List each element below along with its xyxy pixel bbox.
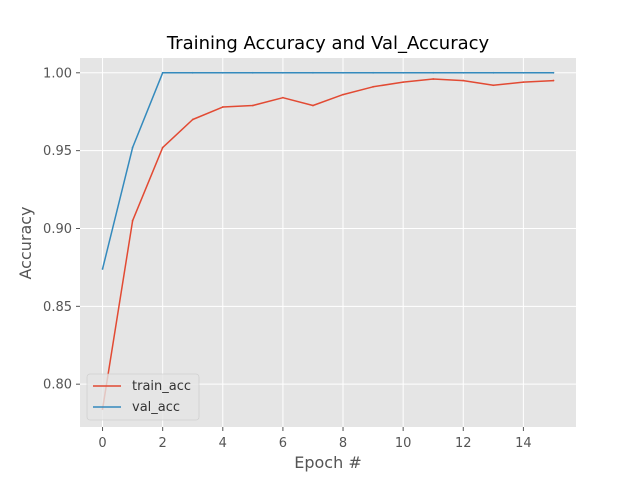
data-point-val-acc bbox=[161, 71, 164, 74]
data-point-train-acc bbox=[221, 106, 224, 108]
data-point-train-acc bbox=[522, 81, 525, 84]
y-tick-label: 0.95 bbox=[43, 144, 72, 159]
data-point-train-acc bbox=[191, 118, 194, 121]
data-point-val-acc bbox=[492, 71, 495, 74]
data-point-train-acc bbox=[492, 84, 495, 87]
data-point-train-acc bbox=[432, 78, 435, 80]
data-point-train-acc bbox=[251, 104, 254, 107]
series-layer bbox=[101, 71, 555, 410]
series-line-val-acc bbox=[101, 72, 554, 270]
x-tick-label: 2 bbox=[159, 436, 167, 451]
x-axis-ticks: 0 2 4 6 8 10 12 14 bbox=[98, 427, 532, 451]
y-tick-label: 1.00 bbox=[43, 66, 72, 81]
data-point-val-acc bbox=[282, 71, 284, 74]
data-point-val-acc bbox=[221, 71, 224, 74]
data-point-train-acc bbox=[312, 104, 314, 107]
data-point-val-acc bbox=[522, 71, 525, 74]
x-tick-label: 0 bbox=[98, 436, 106, 451]
y-tick-label: 0.90 bbox=[43, 222, 72, 237]
x-tick-label: 10 bbox=[395, 436, 412, 451]
legend-label-val-acc: val_acc bbox=[132, 400, 180, 415]
data-point-val-acc bbox=[191, 71, 194, 74]
x-tick-label: 6 bbox=[279, 436, 287, 451]
data-point-val-acc bbox=[131, 146, 134, 149]
data-point-train-acc bbox=[342, 93, 344, 96]
data-point-train-acc bbox=[131, 219, 134, 222]
data-point-train-acc bbox=[372, 85, 374, 88]
legend: train_acc val_acc bbox=[86, 373, 200, 421]
data-point-val-acc bbox=[312, 71, 314, 74]
y-tick-label: 0.80 bbox=[43, 378, 72, 393]
x-tick-label: 4 bbox=[219, 436, 227, 451]
y-tick-label: 0.85 bbox=[43, 300, 72, 315]
y-axis-ticks: 0.80 0.85 0.90 0.95 1.00 bbox=[43, 66, 80, 393]
x-tick-label: 14 bbox=[515, 436, 532, 451]
x-axis-label: Epoch # bbox=[294, 453, 361, 472]
data-point-val-acc bbox=[402, 71, 405, 74]
data-point-train-acc bbox=[282, 96, 284, 99]
data-point-val-acc bbox=[101, 268, 104, 270]
data-point-train-acc bbox=[402, 81, 405, 84]
data-point-val-acc bbox=[251, 71, 254, 74]
series-line-train-acc bbox=[101, 78, 554, 410]
data-point-train-acc bbox=[462, 79, 465, 82]
data-point-val-acc bbox=[432, 71, 435, 74]
data-point-val-acc bbox=[342, 71, 344, 74]
x-tick-label: 8 bbox=[339, 436, 347, 451]
legend-label-train-acc: train_acc bbox=[132, 379, 191, 394]
plot-area bbox=[80, 58, 576, 427]
data-point-train-acc bbox=[161, 146, 164, 149]
data-point-val-acc bbox=[372, 71, 374, 74]
y-axis-label: Accuracy bbox=[16, 206, 35, 279]
data-point-val-acc bbox=[552, 71, 555, 74]
data-point-train-acc bbox=[552, 79, 555, 82]
x-tick-label: 12 bbox=[455, 436, 472, 451]
chart-title: Training Accuracy and Val_Accuracy bbox=[166, 33, 490, 54]
data-point-val-acc bbox=[462, 71, 465, 74]
